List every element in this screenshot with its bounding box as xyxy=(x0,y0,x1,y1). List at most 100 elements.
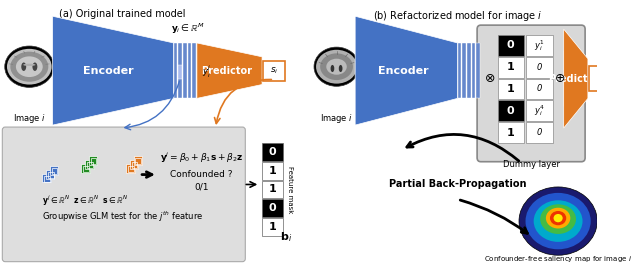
Text: 1: 1 xyxy=(268,222,276,232)
Ellipse shape xyxy=(7,49,52,85)
Ellipse shape xyxy=(550,211,566,225)
Text: 1: 1 xyxy=(507,84,515,94)
Text: Feature mask: Feature mask xyxy=(287,166,293,213)
Bar xyxy=(85,160,93,169)
Bar xyxy=(48,172,54,177)
Text: Dummy layer: Dummy layer xyxy=(502,160,559,169)
Text: Predictor: Predictor xyxy=(548,74,600,84)
Ellipse shape xyxy=(519,187,597,255)
Ellipse shape xyxy=(320,53,353,80)
Bar xyxy=(497,79,524,99)
Ellipse shape xyxy=(21,62,26,71)
Bar xyxy=(126,164,134,173)
Text: $\oplus$: $\oplus$ xyxy=(554,72,566,85)
Text: 0: 0 xyxy=(537,84,542,94)
Ellipse shape xyxy=(4,46,54,87)
Bar xyxy=(136,158,141,164)
Text: $\otimes$: $\otimes$ xyxy=(484,72,495,85)
Bar xyxy=(497,57,524,78)
Text: 1: 1 xyxy=(507,128,515,137)
FancyBboxPatch shape xyxy=(477,25,585,162)
Text: $y_i^4$: $y_i^4$ xyxy=(534,103,545,118)
Bar xyxy=(262,162,282,180)
Ellipse shape xyxy=(16,56,43,77)
Bar xyxy=(262,199,282,217)
Text: Confounder-free saliency map for image $i$: Confounder-free saliency map for image $… xyxy=(484,254,632,264)
Bar xyxy=(179,43,182,98)
Bar xyxy=(52,168,57,174)
Text: Encoder: Encoder xyxy=(83,66,134,76)
Ellipse shape xyxy=(339,65,342,72)
Text: Confounded ?: Confounded ? xyxy=(170,170,233,179)
Text: Image $i$: Image $i$ xyxy=(13,112,46,125)
Bar xyxy=(476,43,480,98)
Ellipse shape xyxy=(525,193,591,249)
Bar xyxy=(462,43,466,98)
Bar xyxy=(183,43,187,98)
FancyBboxPatch shape xyxy=(263,61,285,81)
Text: 1: 1 xyxy=(268,166,276,176)
Polygon shape xyxy=(355,16,458,125)
Text: (a) Original trained model: (a) Original trained model xyxy=(59,9,186,19)
Ellipse shape xyxy=(546,208,570,229)
Bar xyxy=(132,162,138,168)
Polygon shape xyxy=(52,16,173,125)
Text: 1: 1 xyxy=(268,184,276,194)
Bar xyxy=(179,65,182,79)
Text: $\mathbf{b}_i$: $\mathbf{b}_i$ xyxy=(280,230,292,244)
Bar xyxy=(527,57,552,78)
Ellipse shape xyxy=(554,214,563,222)
Text: Partial Back-Propagation: Partial Back-Propagation xyxy=(389,180,526,189)
Text: $s_i$: $s_i$ xyxy=(270,65,278,76)
Text: 1: 1 xyxy=(507,62,515,72)
Bar xyxy=(89,156,97,165)
Text: Groupwise GLM test for the $j^{th}$ feature: Groupwise GLM test for the $j^{th}$ feat… xyxy=(42,210,203,224)
Text: 0: 0 xyxy=(537,63,542,72)
Text: $y_i^1$: $y_i^1$ xyxy=(534,38,545,53)
Bar xyxy=(472,43,476,98)
Text: 0: 0 xyxy=(507,106,515,116)
Ellipse shape xyxy=(534,200,582,242)
Text: 0: 0 xyxy=(507,40,515,50)
Ellipse shape xyxy=(10,52,48,82)
Bar xyxy=(128,166,134,172)
Text: 0: 0 xyxy=(269,203,276,213)
Ellipse shape xyxy=(331,65,334,72)
Bar xyxy=(262,143,282,161)
Ellipse shape xyxy=(33,62,37,71)
Bar xyxy=(83,166,89,172)
Polygon shape xyxy=(564,29,588,128)
Bar xyxy=(81,164,90,173)
Bar xyxy=(497,122,524,143)
Bar xyxy=(91,158,97,164)
Bar xyxy=(527,122,552,143)
Bar xyxy=(188,43,191,98)
Text: 0: 0 xyxy=(269,147,276,157)
Bar xyxy=(173,43,177,98)
Ellipse shape xyxy=(314,47,359,86)
Bar xyxy=(527,35,552,56)
Bar xyxy=(262,218,282,236)
Text: 0/1: 0/1 xyxy=(195,183,209,192)
Bar xyxy=(50,166,58,174)
Bar xyxy=(497,35,524,56)
Bar xyxy=(87,162,93,168)
Text: Image $i$: Image $i$ xyxy=(320,112,353,125)
Text: 0: 0 xyxy=(537,128,542,137)
Bar xyxy=(42,174,51,183)
Text: $\mathbf{y}^j \in \mathbb{R}^N$  $\mathbf{z} \in \mathbb{R}^N$  $\mathbf{s} \in : $\mathbf{y}^j \in \mathbb{R}^N$ $\mathbf… xyxy=(42,194,128,209)
Ellipse shape xyxy=(316,50,357,84)
Bar xyxy=(497,100,524,121)
Ellipse shape xyxy=(540,204,576,234)
Bar xyxy=(262,181,282,198)
Bar xyxy=(527,79,552,99)
Text: $y_i^j$: $y_i^j$ xyxy=(202,64,212,80)
Ellipse shape xyxy=(23,64,35,66)
Ellipse shape xyxy=(326,59,347,75)
Text: Predictor: Predictor xyxy=(201,66,252,76)
Text: $\mathbf{y}_i \in \mathbb{R}^M$: $\mathbf{y}_i \in \mathbb{R}^M$ xyxy=(171,22,204,36)
Polygon shape xyxy=(564,51,579,106)
Bar xyxy=(130,160,138,169)
FancyBboxPatch shape xyxy=(3,127,245,262)
Text: (b) Refactorized model for image $i$: (b) Refactorized model for image $i$ xyxy=(373,9,542,23)
